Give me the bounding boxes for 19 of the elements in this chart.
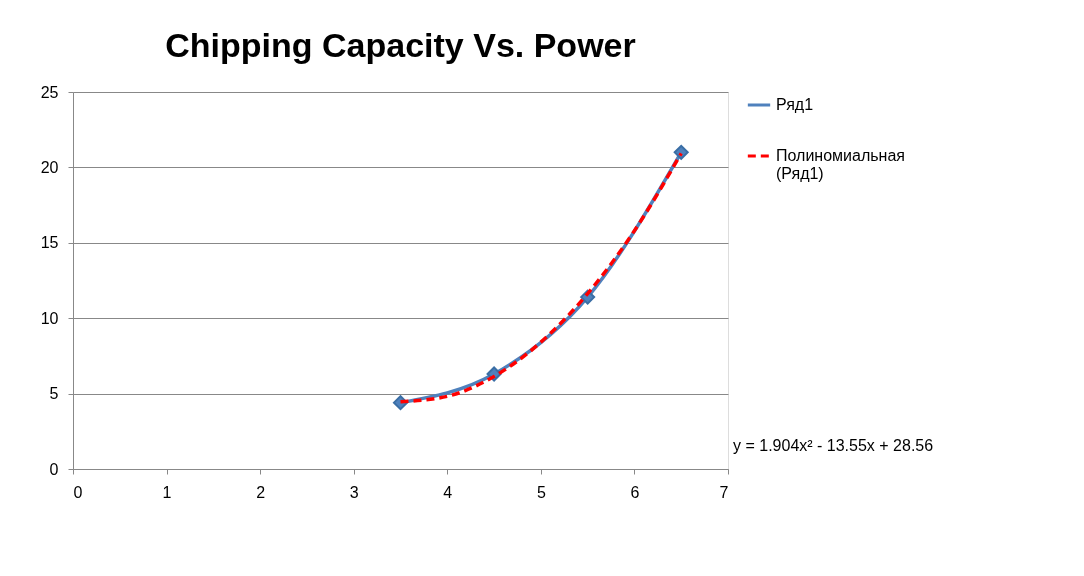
x-tick-label: 2 bbox=[256, 483, 266, 501]
x-tick-label: 6 bbox=[630, 483, 640, 501]
chart-title: Chipping Capacity Vs. Power bbox=[165, 26, 636, 64]
x-tick-label: 0 bbox=[73, 483, 83, 501]
y-tick-label: 0 bbox=[49, 460, 59, 478]
y-tick-label: 10 bbox=[40, 309, 59, 327]
y-tick-label: 20 bbox=[40, 158, 59, 176]
x-tick-label: 3 bbox=[349, 483, 359, 501]
point bbox=[673, 144, 689, 160]
y-tick-label: 25 bbox=[40, 83, 59, 101]
legend-label: Ряд1 bbox=[776, 96, 814, 113]
x-tick-label: 5 bbox=[536, 483, 546, 501]
x-tick-label: 4 bbox=[443, 483, 453, 501]
legend-label: Полиномиальная (Ряд1) bbox=[776, 147, 905, 182]
x-tick-label: 7 bbox=[719, 483, 729, 501]
y-tick-label: 5 bbox=[49, 385, 59, 403]
x-tick-label: 1 bbox=[162, 483, 172, 501]
text: y = 1.904x² - 13.55x + 28.56 bbox=[733, 437, 934, 455]
y-tick-label: 15 bbox=[40, 234, 59, 252]
